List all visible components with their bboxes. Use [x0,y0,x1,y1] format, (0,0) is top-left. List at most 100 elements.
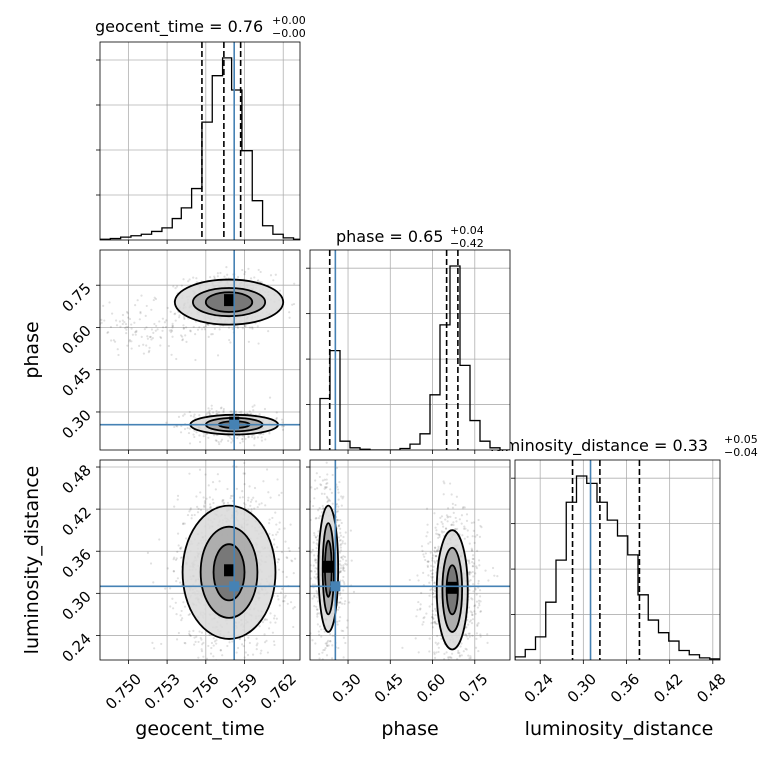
sample-point [477,582,480,585]
sample-point [247,340,251,343]
sample-point [273,538,276,541]
sample-point [165,319,168,322]
sample-point [183,427,187,431]
sample-point [479,600,482,603]
sample-point [277,558,281,561]
sample-point [229,494,233,498]
sample-point [440,637,443,640]
sample-point [452,511,455,514]
sample-point [317,662,319,664]
sample-point [449,515,452,518]
sample-point [468,542,471,545]
sample-point [326,500,329,504]
sample-point [202,435,205,438]
sample-point [89,326,91,328]
sample-point [276,561,279,564]
sample-point [244,324,247,328]
sample-point [174,287,177,290]
sample-point [452,680,454,682]
sample-point [325,654,329,657]
sample-point [313,497,316,500]
sample-point [236,646,240,650]
sample-point [305,564,307,566]
sample-point [159,344,162,347]
sample-point [455,495,458,498]
sample-point [428,605,431,608]
sample-point [288,316,291,319]
sample-point [478,595,482,598]
sample-point [317,600,320,603]
sample-point [468,620,471,623]
sample-point [470,547,473,550]
sample-point [203,500,206,503]
title-geocent-time-sub: −0.00 [272,27,306,40]
sample-point [240,666,242,668]
sample-point [431,557,434,560]
sample-point [159,336,163,340]
sample-point [205,657,209,660]
sample-point [236,275,240,279]
sample-point [331,450,333,452]
sample-point [272,279,275,282]
sample-point [189,329,192,332]
panel-frame [309,249,511,451]
sample-point [185,340,188,343]
sample-point [198,440,202,444]
sample-point [189,414,193,417]
x-tick-label: 0.75 [455,670,491,706]
sample-point [449,482,452,485]
sample-point [424,558,427,562]
sample-point [293,282,296,285]
sample-point [311,597,314,600]
sample-point [161,326,165,329]
sample-point [249,277,253,280]
sample-point [171,324,175,328]
sample-point [140,335,143,339]
sample-point [208,412,211,415]
sample-point [434,613,437,617]
sample-point [437,549,440,553]
contour-line [317,504,340,633]
sample-point [188,472,191,475]
sample-point [198,468,202,471]
histogram [100,42,300,240]
sample-point [152,581,155,584]
sample-point [339,567,343,570]
sample-point [229,436,232,439]
sample-point [435,555,438,558]
sample-point [463,506,466,509]
sample-point [103,319,106,322]
sample-point [238,411,241,414]
sample-point [188,630,191,633]
sample-point [174,319,177,322]
sample-point [339,527,342,530]
sample-point [291,560,294,563]
sample-point [253,437,256,440]
x-tick-label: 0.753 [141,670,184,713]
sample-point [417,651,420,654]
sample-point [458,651,461,655]
sample-point [313,532,316,535]
sample-point [128,317,132,321]
sample-point [338,563,342,566]
sample-point [470,549,474,552]
sample-point [335,510,338,513]
sample-point [251,435,254,439]
sample-point [181,522,185,526]
sample-point [446,656,450,659]
sample-point [219,440,223,443]
sample-point [256,505,259,509]
sample-point [463,525,466,528]
sample-point [419,608,422,611]
sample-point [336,455,338,457]
sample-point [100,321,103,324]
sample-point [190,517,193,520]
sample-point [436,548,439,552]
sample-point [469,655,472,658]
sample-point [431,615,434,619]
sample-point [173,556,176,559]
sample-point [231,499,234,503]
sample-point [228,641,231,644]
sample-point [219,271,222,275]
